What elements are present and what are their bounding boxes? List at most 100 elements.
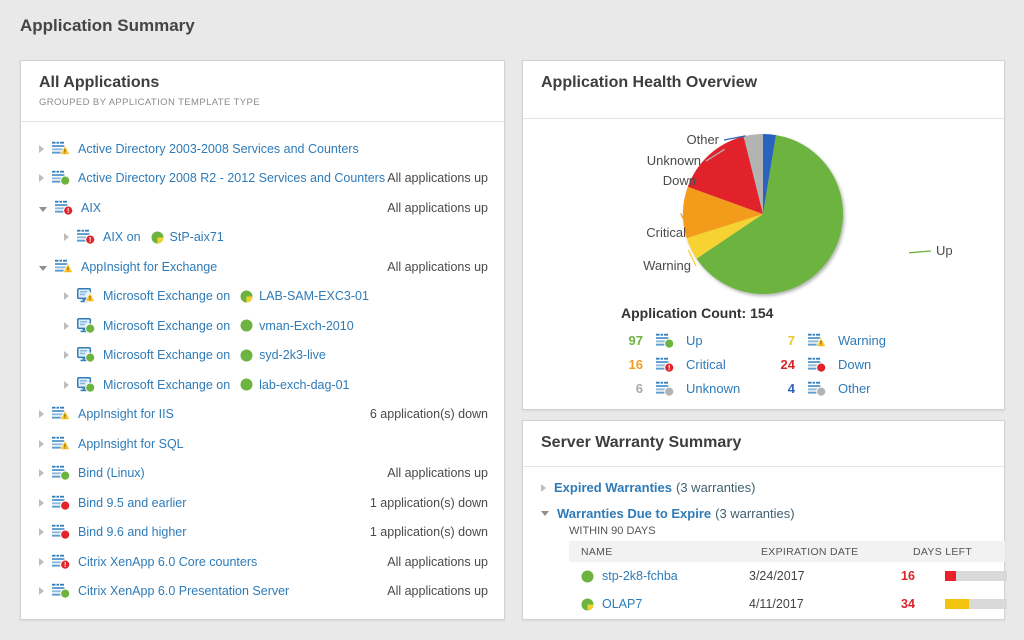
- application-link[interactable]: Bind 9.5 and earlier: [78, 495, 187, 510]
- legend-link-up[interactable]: Up: [686, 333, 703, 348]
- application-link[interactable]: Active Directory 2008 R2 - 2012 Services…: [78, 171, 386, 186]
- expanded-arrow-icon[interactable]: [39, 265, 47, 271]
- application-status-icon-unknown: [656, 381, 675, 397]
- application-tree-row: Active Directory 2008 R2 - 2012 Services…: [21, 164, 504, 194]
- application-status-text: All applications up: [387, 171, 488, 186]
- application-tree-row: ! AIX All applications up: [21, 193, 504, 223]
- legend-link-down[interactable]: Down: [838, 357, 872, 372]
- legend-link-unknown[interactable]: Unknown: [686, 381, 741, 396]
- legend-link-warning[interactable]: Warning: [838, 333, 886, 348]
- application-template-icon-critical: !: [77, 229, 96, 245]
- node-link[interactable]: lab-exch-dag-01: [259, 377, 350, 392]
- application-status-text: All applications up: [387, 200, 488, 215]
- legend-count-other: 4: [787, 381, 795, 396]
- application-tree: ! Active Directory 2003-2008 Services and…: [21, 122, 504, 606]
- pie-label-up: Up: [936, 243, 953, 258]
- svg-text:!: !: [89, 296, 91, 303]
- legend-item-other: 4 Other: [773, 379, 925, 398]
- due-to-expire-group: Warranties Due to Expire (3 warranties): [539, 506, 988, 521]
- collapsed-arrow-icon[interactable]: [39, 469, 44, 478]
- expired-warranties-link[interactable]: Expired Warranties: [554, 480, 673, 495]
- days-left-value: 34: [901, 597, 915, 611]
- application-status-text: All applications up: [387, 554, 488, 569]
- node-link[interactable]: LAB-SAM-EXC3-01: [259, 289, 369, 304]
- application-tree-row: ! Citrix XenApp 6.0 Core counters All appl…: [21, 547, 504, 577]
- collapsed-arrow-icon[interactable]: [64, 351, 69, 360]
- collapsed-arrow-icon[interactable]: [39, 528, 44, 537]
- application-tree-row: Bind 9.6 and higher 1 application(s) down: [21, 518, 504, 548]
- monitor-icon-up: [77, 376, 96, 393]
- application-template-icon-warning: !: [55, 259, 74, 275]
- application-status-text: All applications up: [387, 466, 488, 481]
- application-health-title: Application Health Overview: [541, 74, 758, 91]
- node-link[interactable]: syd-2k3-live: [259, 348, 326, 363]
- monitor-icon-warning: !: [77, 288, 96, 304]
- application-template-icon-up: [52, 583, 71, 599]
- legend-link-other[interactable]: Other: [838, 381, 871, 396]
- collapsed-arrow-icon[interactable]: [64, 380, 69, 389]
- all-applications-panel: All Applications GROUPED BY APPLICATION …: [20, 60, 505, 620]
- expanded-arrow-icon[interactable]: [39, 206, 47, 212]
- application-tree-row: Microsoft Exchange on syd-2k3-live: [21, 341, 504, 371]
- application-link[interactable]: AIX: [81, 200, 102, 215]
- legend-item-up: 97 Up: [621, 331, 773, 350]
- application-link[interactable]: Bind (Linux): [78, 466, 145, 481]
- days-left-bar: [945, 571, 1007, 581]
- server-link[interactable]: OLAP7: [602, 597, 643, 611]
- application-tree-row: Bind (Linux) All applications up: [21, 459, 504, 489]
- expanded-arrow-icon[interactable]: [541, 511, 549, 516]
- legend-item-warning: 7! Warning: [773, 331, 925, 350]
- server-warranty-title: Server Warranty Summary: [541, 434, 742, 451]
- due-to-expire-link[interactable]: Warranties Due to Expire: [557, 506, 712, 521]
- application-link[interactable]: Microsoft Exchange on: [103, 348, 231, 363]
- page-title: Application Summary: [20, 16, 195, 35]
- application-count: Application Count: 154: [621, 305, 1004, 321]
- application-link[interactable]: Citrix XenApp 6.0 Presentation Server: [78, 584, 290, 599]
- collapsed-arrow-icon[interactable]: [39, 144, 44, 153]
- pie-label-warning: Warning: [643, 258, 691, 273]
- node-link[interactable]: vman-Exch-2010: [259, 318, 354, 333]
- legend-count-critical: 16: [628, 357, 643, 372]
- monitor-icon-up: [77, 317, 96, 334]
- node-link[interactable]: StP-aix71: [169, 230, 224, 245]
- application-health-header: Application Health Overview: [523, 61, 1004, 119]
- collapsed-arrow-icon[interactable]: [39, 557, 44, 566]
- column-expiration-date: EXPIRATION DATE: [761, 545, 859, 558]
- application-link[interactable]: AppInsight for IIS: [78, 407, 174, 422]
- application-link[interactable]: Citrix XenApp 6.0 Core counters: [78, 554, 258, 569]
- application-link[interactable]: AppInsight for Exchange: [81, 259, 218, 274]
- application-link[interactable]: Active Directory 2003-2008 Services and …: [78, 141, 359, 156]
- collapsed-arrow-icon[interactable]: [64, 233, 69, 242]
- collapsed-arrow-icon[interactable]: [39, 587, 44, 596]
- all-applications-header: All Applications GROUPED BY APPLICATION …: [21, 61, 504, 122]
- health-legend: 97 Up 7! Warning 16! Critical 24 Down 6 Unknown 4 O…: [621, 331, 1004, 398]
- server-link[interactable]: stp-2k8-fchba: [602, 569, 678, 583]
- application-link[interactable]: AppInsight for SQL: [78, 436, 184, 451]
- collapsed-arrow-icon[interactable]: [541, 483, 546, 492]
- application-link[interactable]: AIX on: [103, 230, 141, 245]
- application-link[interactable]: Microsoft Exchange on: [103, 318, 231, 333]
- application-status-icon-other: [808, 381, 827, 397]
- collapsed-arrow-icon[interactable]: [64, 292, 69, 301]
- application-template-icon-up: [52, 465, 71, 481]
- application-status-text: 6 application(s) down: [369, 407, 488, 422]
- svg-text:!: !: [668, 365, 670, 372]
- application-count-label: Application Count:: [621, 305, 747, 321]
- node-status-icon: [240, 378, 253, 391]
- collapsed-arrow-icon[interactable]: [39, 174, 44, 183]
- collapsed-arrow-icon[interactable]: [64, 321, 69, 330]
- server-warranty-panel: Server Warranty Summary Expired Warranti…: [522, 420, 1007, 620]
- legend-link-critical[interactable]: Critical: [686, 357, 726, 372]
- application-link[interactable]: Bind 9.6 and higher: [78, 525, 187, 540]
- application-health-pie-chart[interactable]: Other Up Warning Critical Down Unknown: [523, 119, 1004, 303]
- application-tree-row: ! AppInsight for Exchange All applications…: [21, 252, 504, 282]
- collapsed-arrow-icon[interactable]: [39, 498, 44, 507]
- svg-text:!: !: [64, 148, 66, 155]
- collapsed-arrow-icon[interactable]: [39, 410, 44, 419]
- collapsed-arrow-icon[interactable]: [39, 439, 44, 448]
- application-link[interactable]: Microsoft Exchange on: [103, 289, 231, 304]
- application-link[interactable]: Microsoft Exchange on: [103, 377, 231, 392]
- server-warranty-header: Server Warranty Summary: [523, 421, 1004, 467]
- legend-count-down: 24: [780, 357, 795, 372]
- svg-text:!: !: [64, 414, 66, 421]
